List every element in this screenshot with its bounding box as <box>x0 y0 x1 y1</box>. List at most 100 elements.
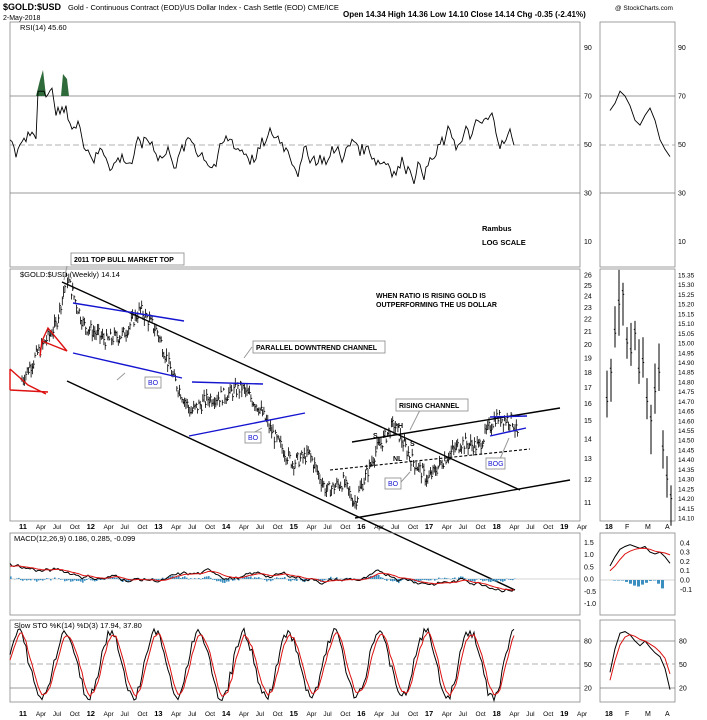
macd-hist-bar <box>280 577 282 579</box>
macd-hist-bar <box>80 579 82 582</box>
x-tick-label: 13 <box>154 709 162 718</box>
price-tick-right: 14.90 <box>678 360 695 367</box>
macd-hist-bar-right <box>629 580 632 584</box>
annotation-channel: PARALLEL DOWNTREND CHANNEL <box>256 345 378 352</box>
macd-hist-bar <box>382 577 384 579</box>
macd-tick: 0.0 <box>584 577 594 584</box>
macd-hist-bar-right <box>661 580 664 589</box>
macd-hist-bar <box>100 579 102 580</box>
rambus-label: Rambus <box>482 224 512 233</box>
x-tick-label: Apr <box>104 711 115 718</box>
macd-hist-bar <box>460 576 462 579</box>
macd-hist-bar <box>378 575 380 579</box>
macd-line-right <box>609 544 671 567</box>
price-tick: 26 <box>584 273 592 280</box>
macd-hist-bar <box>18 577 20 579</box>
macd-hist-bar <box>254 577 256 579</box>
annotation-rising-channel: RISING CHANNEL <box>399 403 460 410</box>
x-tick-label: Apr <box>374 711 385 718</box>
macd-hist-bar <box>372 576 374 579</box>
price-tick-right: 14.45 <box>678 447 695 454</box>
macd-hist-bar <box>204 576 206 579</box>
price-bars-right <box>605 269 673 526</box>
macd-hist-bar <box>496 579 498 582</box>
macd-hist-bar <box>128 579 130 582</box>
x-tick-label: 19 <box>560 709 568 718</box>
x-tick-label: 13 <box>154 522 162 531</box>
x-tick-label: Oct <box>543 711 553 718</box>
macd-hist-bar <box>510 579 512 580</box>
macd-hist-bar <box>70 579 72 582</box>
macd-hist-bar <box>458 577 460 579</box>
macd-hist-bar <box>282 577 284 579</box>
macd-hist-bar <box>158 579 160 581</box>
macd-hist-bar <box>190 578 192 579</box>
macd-tick-right: 0.0 <box>680 578 690 585</box>
macd-hist-bar <box>108 577 110 579</box>
macd-hist-bar <box>436 579 438 580</box>
x-tick-label-right: M <box>645 524 651 531</box>
x-tick-label: 18 <box>492 522 500 531</box>
sto-label: Slow STO %K(14) %D(3) 17.94, 37.80 <box>14 621 142 630</box>
macd-hist-bar <box>274 578 276 579</box>
rsi-tick: 10 <box>584 239 592 246</box>
rsi-tick-right: 70 <box>678 94 686 101</box>
x-tick-label: Apr <box>36 711 47 718</box>
blue-flag-2-bottom <box>188 412 306 437</box>
x-tick-label: Oct <box>273 524 283 531</box>
macd-hist-bar <box>162 577 164 579</box>
price-tick-right: 14.85 <box>678 370 695 377</box>
price-tick: 23 <box>584 305 592 312</box>
x-tick-label: Oct <box>476 524 486 531</box>
macd-hist-bar <box>426 579 428 581</box>
macd-hist-bar <box>66 579 68 581</box>
macd-hist-bar <box>22 579 24 581</box>
macd-hist-bar <box>26 579 28 581</box>
macd-hist-bar <box>296 579 298 581</box>
x-tick-label: 12 <box>87 522 95 531</box>
x-tick-label: Jul <box>53 711 62 718</box>
price-tick: 25 <box>584 283 592 290</box>
x-tick-label: Jul <box>120 711 129 718</box>
macd-hist-bar <box>416 579 418 581</box>
macd-hist-bar <box>238 579 240 581</box>
x-tick-label: Oct <box>543 524 553 531</box>
x-tick-label: 17 <box>425 522 433 531</box>
price-tick-right: 14.10 <box>678 516 695 523</box>
macd-hist-bar <box>104 579 106 580</box>
macd-hist-bar <box>154 579 156 580</box>
blue-flag-1-bottom <box>72 352 183 379</box>
x-tick-label: Oct <box>340 711 350 718</box>
macd-hist-bar <box>228 579 230 582</box>
macd-hist-bar <box>468 579 470 581</box>
macd-hist-bar <box>500 579 502 582</box>
price-panel: $GOLD:$USD (Weekly) 14.14 26 25 24 23 22 21 20… <box>9 252 695 591</box>
macd-hist-bar <box>488 579 490 582</box>
price-tick-right: 14.40 <box>678 457 695 464</box>
x-tick-label: Apr <box>36 524 47 531</box>
x-tick-label: 15 <box>290 709 298 718</box>
macd-hist-bar <box>208 576 210 579</box>
price-tick: 16 <box>584 401 592 408</box>
macd-hist-bar <box>474 579 476 582</box>
sto-k-line <box>9 627 515 703</box>
macd-hist-bar-right <box>649 580 652 581</box>
price-tick-right: 14.70 <box>678 399 695 406</box>
x-tick-label-right: 18 <box>605 711 613 718</box>
macd-hist-bar <box>230 579 232 580</box>
macd-tick: 1.5 <box>584 540 594 547</box>
macd-hist-bar <box>268 579 270 581</box>
downtrend-upper-line <box>61 281 521 491</box>
x-tick-label: Apr <box>509 711 520 718</box>
macd-hist-bar-right <box>645 580 648 583</box>
macd-tick-right: 0.4 <box>680 540 690 547</box>
macd-signal-right <box>609 547 671 572</box>
macd-hist-bar <box>244 577 246 579</box>
macd-hist-bar <box>76 579 78 581</box>
header-desc: Gold - Continuous Contract (EOD)/US Doll… <box>68 3 339 12</box>
annotation-h: H <box>398 423 403 430</box>
x-tick-label: Apr <box>171 711 182 718</box>
macd-hist-bar <box>252 578 254 579</box>
macd-hist-bar-right <box>621 580 624 581</box>
